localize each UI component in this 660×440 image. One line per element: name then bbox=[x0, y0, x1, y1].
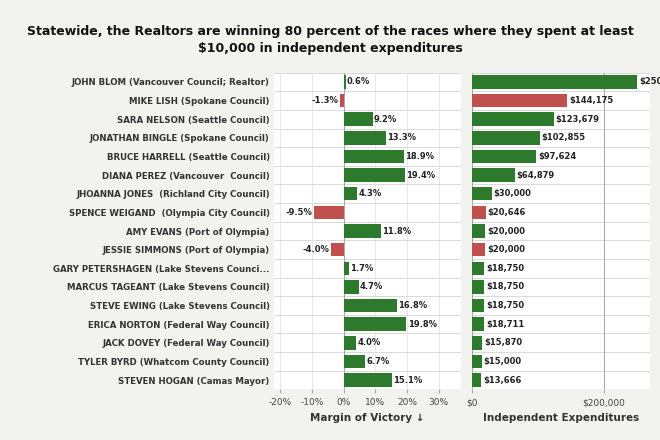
Bar bbox=[344, 75, 346, 88]
Text: $15,870: $15,870 bbox=[484, 338, 523, 347]
Bar bbox=[472, 224, 485, 238]
Text: 16.8%: 16.8% bbox=[398, 301, 427, 310]
Bar bbox=[344, 299, 397, 312]
Text: $20,000: $20,000 bbox=[487, 227, 525, 235]
Bar bbox=[339, 94, 344, 107]
Bar bbox=[314, 205, 344, 219]
Text: 1.7%: 1.7% bbox=[350, 264, 374, 273]
Bar bbox=[472, 336, 482, 349]
Text: $18,711: $18,711 bbox=[486, 320, 525, 329]
Bar bbox=[344, 187, 357, 201]
Text: $123,679: $123,679 bbox=[556, 115, 599, 124]
Text: $30,000: $30,000 bbox=[494, 189, 531, 198]
Text: 19.4%: 19.4% bbox=[407, 171, 436, 180]
Bar bbox=[472, 355, 482, 368]
Text: $18,750: $18,750 bbox=[486, 282, 525, 291]
Text: Statewide, the Realtors are winning 80 percent of the races where they spent at : Statewide, the Realtors are winning 80 p… bbox=[26, 25, 634, 55]
Bar bbox=[472, 318, 484, 331]
Text: $144,175: $144,175 bbox=[569, 96, 613, 105]
Text: $18,750: $18,750 bbox=[486, 264, 525, 273]
Text: $20,000: $20,000 bbox=[487, 245, 525, 254]
Bar bbox=[472, 299, 484, 312]
Bar bbox=[472, 131, 540, 144]
Text: $97,624: $97,624 bbox=[539, 152, 577, 161]
Text: 18.9%: 18.9% bbox=[405, 152, 434, 161]
Text: $20,646: $20,646 bbox=[488, 208, 526, 217]
Bar bbox=[344, 280, 358, 293]
Bar bbox=[472, 113, 554, 126]
Bar bbox=[472, 280, 484, 293]
Text: 6.7%: 6.7% bbox=[366, 357, 389, 366]
Bar bbox=[344, 261, 349, 275]
X-axis label: Independent Expenditures: Independent Expenditures bbox=[483, 413, 639, 423]
Text: 19.8%: 19.8% bbox=[408, 320, 437, 329]
Bar bbox=[472, 243, 485, 257]
Bar bbox=[472, 205, 486, 219]
Text: 9.2%: 9.2% bbox=[374, 115, 397, 124]
Bar bbox=[344, 318, 407, 331]
Bar bbox=[472, 187, 492, 201]
Text: 13.3%: 13.3% bbox=[387, 133, 416, 142]
Bar bbox=[344, 355, 365, 368]
Text: $250,031: $250,031 bbox=[639, 77, 660, 86]
Text: $15,000: $15,000 bbox=[484, 357, 522, 366]
Text: -9.5%: -9.5% bbox=[285, 208, 312, 217]
Bar bbox=[472, 261, 484, 275]
Text: 15.1%: 15.1% bbox=[393, 376, 422, 385]
Text: 11.8%: 11.8% bbox=[382, 227, 411, 235]
Text: 4.3%: 4.3% bbox=[358, 189, 381, 198]
Bar bbox=[344, 374, 391, 387]
Bar bbox=[344, 113, 373, 126]
Bar bbox=[472, 94, 567, 107]
Bar bbox=[344, 336, 356, 349]
Bar bbox=[344, 169, 405, 182]
Text: $64,879: $64,879 bbox=[517, 171, 555, 180]
Text: 0.6%: 0.6% bbox=[346, 77, 370, 86]
Text: $13,666: $13,666 bbox=[483, 376, 521, 385]
Bar bbox=[344, 131, 386, 144]
Bar bbox=[472, 169, 515, 182]
Text: 4.0%: 4.0% bbox=[358, 338, 381, 347]
Bar bbox=[472, 75, 637, 88]
Text: $18,750: $18,750 bbox=[486, 301, 525, 310]
Text: $102,855: $102,855 bbox=[542, 133, 586, 142]
Bar bbox=[344, 224, 381, 238]
Bar bbox=[331, 243, 344, 257]
Text: -1.3%: -1.3% bbox=[312, 96, 339, 105]
Bar bbox=[472, 150, 537, 163]
X-axis label: Margin of Victory ↓: Margin of Victory ↓ bbox=[310, 413, 424, 423]
Bar bbox=[472, 374, 481, 387]
Text: 4.7%: 4.7% bbox=[360, 282, 383, 291]
Text: -4.0%: -4.0% bbox=[303, 245, 330, 254]
Bar bbox=[344, 150, 403, 163]
